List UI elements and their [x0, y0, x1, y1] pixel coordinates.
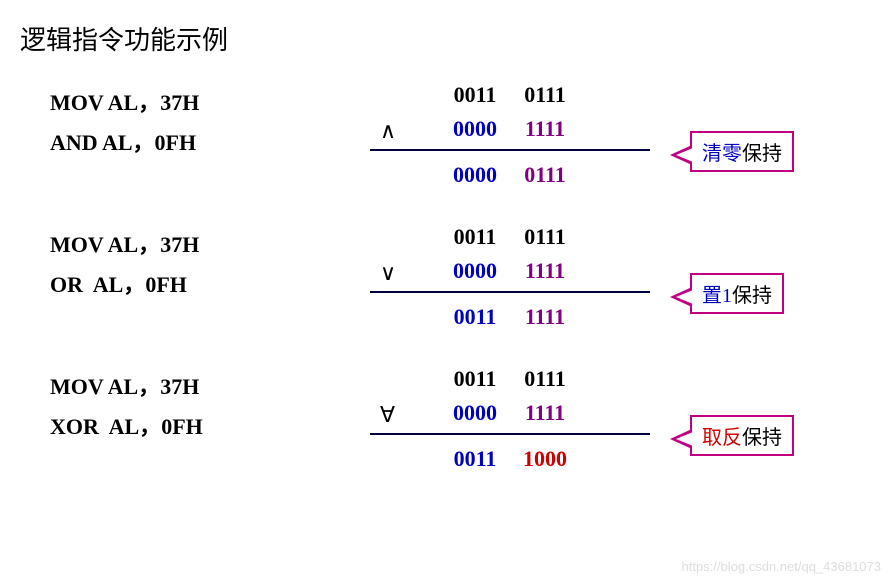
operator-symbol: ∧ [380, 113, 396, 148]
callout-rest: 保持 [742, 143, 782, 165]
nibble-left: 0000 [447, 253, 503, 288]
page-title: 逻辑指令功能示例 [20, 20, 861, 57]
code-block: MOV AL，37HOR AL，0FH [30, 219, 330, 304]
callout-rest: 保持 [732, 285, 772, 307]
example-0: MOV AL，37HAND AL，0FH 0011 0111 ∧ 0000 1111 000… [30, 77, 861, 191]
callout-box: 置1保持 [690, 273, 784, 314]
example-2: MOV AL，37HXOR AL，0FH00110111∀00001111001… [30, 361, 861, 475]
code-line: MOV AL，37H [50, 367, 330, 407]
nibble-left: 0000 [447, 157, 503, 192]
code-line: XOR AL，0FH [50, 407, 330, 447]
callout-emphasis: 取反 [702, 427, 742, 449]
callout-rest: 保持 [742, 427, 782, 449]
code-block: MOV AL，37HXOR AL，0FH [30, 361, 330, 446]
bit-row: ∧ 0000 1111 [360, 111, 660, 145]
bit-row: 0011 0111 [360, 219, 660, 253]
bit-row: 0000 0111 [360, 157, 660, 191]
calculation: 0011 0111 ∨ 0000 1111 0011 1111 [360, 219, 660, 333]
nibble-left: 0011 [447, 361, 503, 396]
operator-symbol: ∀ [380, 397, 395, 432]
nibble-right: 0111 [517, 157, 573, 192]
code-block: MOV AL，37HAND AL，0FH [30, 77, 330, 162]
nibble-left: 0011 [447, 441, 503, 476]
nibble-right: 1111 [517, 253, 573, 288]
nibble-left: 0011 [447, 219, 503, 254]
callout-box: 清零保持 [690, 131, 794, 172]
callout-box: 取反保持 [690, 415, 794, 456]
watermark: https://blog.csdn.net/qq_43681073 [682, 559, 882, 574]
bit-row: 0011 0111 [360, 77, 660, 111]
examples-container: MOV AL，37HAND AL，0FH00110111∧00001111000… [30, 77, 861, 475]
nibble-right: 0111 [517, 219, 573, 254]
bit-row: 0011 1000 [360, 441, 660, 475]
divider-line [370, 149, 650, 151]
bit-row: 0011 0111 [360, 361, 660, 395]
bit-row: ∨ 0000 1111 [360, 253, 660, 287]
nibble-right: 1111 [517, 395, 573, 430]
nibble-right: 0111 [517, 361, 573, 396]
code-line: AND AL，0FH [50, 123, 330, 163]
divider-line [370, 291, 650, 293]
callout-emphasis: 清零 [702, 143, 742, 165]
example-1: MOV AL，37HOR AL，0FH00110111∨000011110011… [30, 219, 861, 333]
nibble-left: 0000 [447, 111, 503, 146]
code-line: MOV AL，37H [50, 225, 330, 265]
divider-line [370, 433, 650, 435]
nibble-right: 1111 [517, 111, 573, 146]
code-line: OR AL，0FH [50, 265, 330, 305]
bit-row: ∀ 0000 1111 [360, 395, 660, 429]
nibble-right: 1111 [517, 299, 573, 334]
callout-emphasis: 置1 [702, 285, 732, 307]
calculation: 0011 0111 ∀ 0000 1111 0011 1000 [360, 361, 660, 475]
calculation: 0011 0111 ∧ 0000 1111 0000 0111 [360, 77, 660, 191]
operator-symbol: ∨ [380, 255, 396, 290]
nibble-left: 0011 [447, 77, 503, 112]
code-line: MOV AL，37H [50, 83, 330, 123]
nibble-right: 1000 [517, 441, 573, 476]
nibble-right: 0111 [517, 77, 573, 112]
nibble-left: 0000 [447, 395, 503, 430]
nibble-left: 0011 [447, 299, 503, 334]
bit-row: 0011 1111 [360, 299, 660, 333]
